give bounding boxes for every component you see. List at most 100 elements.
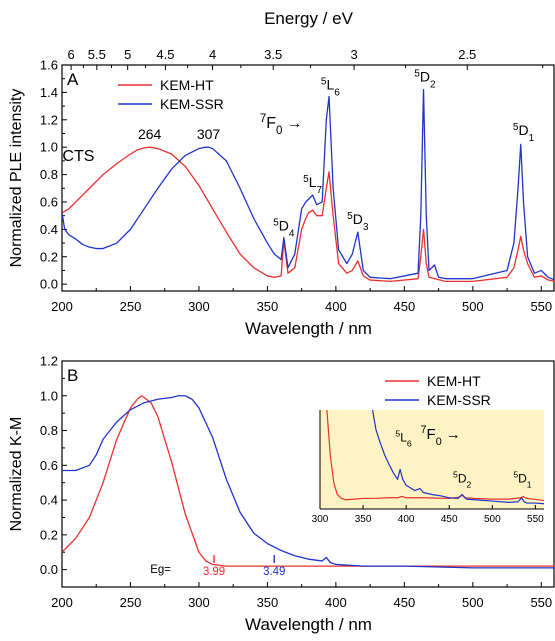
y-tick-label: 0.0 <box>40 562 58 577</box>
panel-label: A <box>67 70 79 89</box>
inset-series-line-kem-ht <box>326 410 544 502</box>
transition-label-main: L <box>327 77 335 93</box>
series-line-kem-ssr <box>62 89 555 281</box>
inset-x-tick-label: 300 <box>312 514 329 525</box>
x-tick-label: 550 <box>530 299 552 314</box>
f0-label-arrow: → <box>286 115 302 132</box>
inset-background <box>320 410 544 509</box>
transition-label: 5D4 <box>273 217 295 239</box>
inset-f0-label-sub: 0 <box>436 436 442 448</box>
x-tick-label: 500 <box>462 299 484 314</box>
y-tick-label: 0.8 <box>40 423 58 438</box>
panel-label: B <box>67 366 78 385</box>
y-tick-label: 1.0 <box>40 388 58 403</box>
eg-value: 3.49 <box>263 566 285 578</box>
inset-transition-label: 5D1 <box>513 470 531 490</box>
y-tick-label: 1.4 <box>40 85 58 100</box>
inset-transition-label-main: L <box>400 431 407 445</box>
inset-transition-label-sub: 2 <box>466 480 471 490</box>
inset-x-tick-label: 400 <box>398 514 415 525</box>
inset-x-tick-label: 450 <box>441 514 458 525</box>
x-tick-label: 200 <box>51 299 73 314</box>
f0-label: 7F0 → <box>260 113 303 137</box>
inset-transition-label-sup: 5 <box>453 470 458 480</box>
x-tick-label: 450 <box>394 299 416 314</box>
peak-label: 307 <box>197 126 221 142</box>
transition-label-sup: 5 <box>303 173 309 184</box>
transition-label-sub: 4 <box>289 228 295 239</box>
transition-label-sub: 7 <box>317 184 323 195</box>
inset-transition-label-main: D <box>458 472 467 486</box>
inset-transition-label-main: D <box>518 472 527 486</box>
x-tick-label: 250 <box>120 299 142 314</box>
inset-transition-label: 5D2 <box>453 470 471 490</box>
legend-entry: KEM-SSR <box>160 96 224 112</box>
plot-frame <box>61 360 555 588</box>
transition-label-sup: 5 <box>273 217 279 228</box>
f0-label-sup: 7 <box>260 113 266 125</box>
y-tick-label: 0.2 <box>40 249 58 264</box>
top-tick-label: 5 <box>124 47 131 62</box>
transition-label-main: D <box>279 218 289 234</box>
transition-label-sup: 5 <box>414 68 420 79</box>
transition-label-sup: 5 <box>513 121 519 132</box>
y-axis-title: Normalized PLE intensity <box>8 89 25 268</box>
legend-entry: KEM-SSR <box>427 392 491 408</box>
x-tick-label: 300 <box>188 595 210 610</box>
x-tick-label: 350 <box>257 595 279 610</box>
x-axis-title: Wavelength / nm <box>245 615 372 634</box>
x-tick-label: 450 <box>394 595 416 610</box>
transition-label: 5L7 <box>303 173 322 195</box>
top-tick-label: 6 <box>67 47 74 62</box>
top-tick-label: 5.5 <box>88 47 106 62</box>
transition-label: 5D3 <box>347 210 369 232</box>
y-tick-label: 1.2 <box>40 354 58 369</box>
y-tick-label: 0.4 <box>40 493 58 508</box>
inset-f0-label: 7F0 → <box>421 424 461 448</box>
panel-A: 200 250 300 350 400 450 500 5500.00.20.40.60.81… <box>8 9 555 338</box>
y-tick-label: 0.2 <box>40 527 58 542</box>
inset-x-tick-label: 550 <box>527 514 544 525</box>
transition-label-main: D <box>518 122 528 138</box>
transition-label-sub: 1 <box>529 132 535 143</box>
annotation-label: CTS <box>62 148 94 165</box>
inset-f0-label-arrow: → <box>446 426 461 443</box>
x-tick-label: 400 <box>325 299 347 314</box>
transition-label: 5D2 <box>414 68 436 90</box>
transition-label-main: D <box>420 68 430 84</box>
x-tick-label: 350 <box>257 299 279 314</box>
legend: KEM-HT KEM-SSR <box>118 77 224 112</box>
transition-label: 5L6 <box>321 76 340 98</box>
top-tick-label: 3 <box>350 47 357 62</box>
x-tick-label: 250 <box>120 595 142 610</box>
x-tick-label: 300 <box>188 299 210 314</box>
f0-label-main: F <box>266 115 276 132</box>
inset-transition-label-sub: 6 <box>407 439 412 449</box>
y-tick-label: 0.6 <box>40 194 58 209</box>
panel-B: 200 250 300 350 400 450 500 5500.00.20.40.60.81… <box>8 354 555 634</box>
top-tick-label: 4.5 <box>156 47 174 62</box>
top-tick-label: 3.5 <box>264 47 282 62</box>
series-group <box>62 89 555 283</box>
series-line-kem-ht <box>62 395 555 567</box>
y-tick-label: 1.2 <box>40 112 58 127</box>
series-line-kem-ssr <box>62 395 555 569</box>
x-tick-label: 550 <box>530 595 552 610</box>
y-tick-label: 1.0 <box>40 140 58 155</box>
x-axis-title: Wavelength / nm <box>245 319 372 338</box>
transition-label-sup: 5 <box>321 76 327 87</box>
x-tick-label: 400 <box>325 595 347 610</box>
top-tick-label: 4 <box>209 47 216 62</box>
top-axis-title: Energy / eV <box>264 9 353 28</box>
transition-label: 5D1 <box>513 121 535 143</box>
y-tick-label: 0.8 <box>40 167 58 182</box>
x-tick-label: 500 <box>462 595 484 610</box>
transition-label-sup: 5 <box>347 210 353 221</box>
y-axis-title: Normalized K-M <box>8 417 25 532</box>
inset-series-group <box>326 410 544 505</box>
inset-x-tick-label: 350 <box>355 514 372 525</box>
top-tick-label: 2.5 <box>458 47 476 62</box>
inset-f0-label-sup: 7 <box>421 424 427 436</box>
